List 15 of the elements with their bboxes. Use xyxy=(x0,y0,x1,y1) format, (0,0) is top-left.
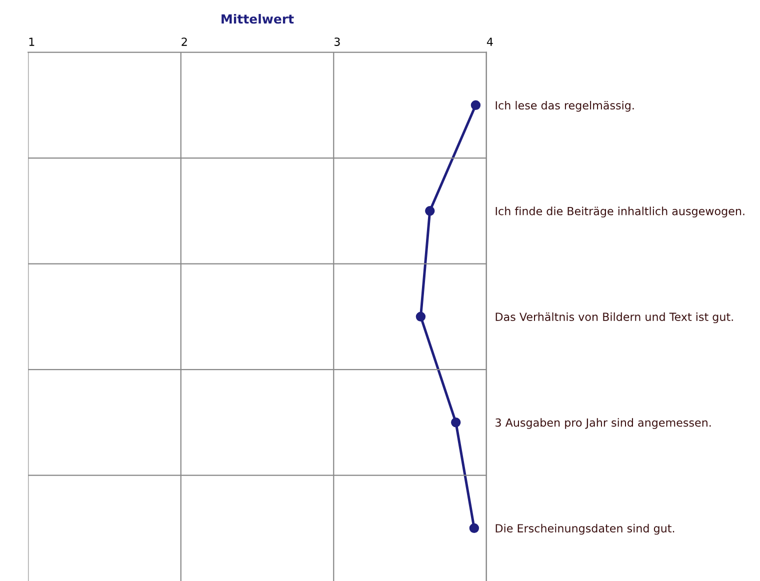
y-tick-label: 3 Ausgaben pro Jahr sind angemessen. xyxy=(496,418,711,429)
y-tick-label: Ich finde die Beiträge inhaltlich ausgewogen. xyxy=(496,206,744,218)
y-tick-label: Ich lese das regelmässig. xyxy=(496,100,634,112)
x-tick-label: 4 xyxy=(486,38,493,46)
point xyxy=(450,418,461,428)
point xyxy=(416,312,426,322)
x-tick-label: 1 xyxy=(29,38,34,46)
x-tick-label: 2 xyxy=(182,38,187,46)
point xyxy=(469,523,480,533)
x-tick-label: 3 xyxy=(334,38,340,46)
y-tick-label: Die Erscheinungsdaten sind gut. xyxy=(496,524,674,535)
point xyxy=(425,206,435,216)
x-axis-title: Mittelwert xyxy=(222,14,294,24)
y-tick-label: Das Verhältnis von Bildern und Text ist gut. xyxy=(496,312,733,324)
point xyxy=(470,100,481,110)
